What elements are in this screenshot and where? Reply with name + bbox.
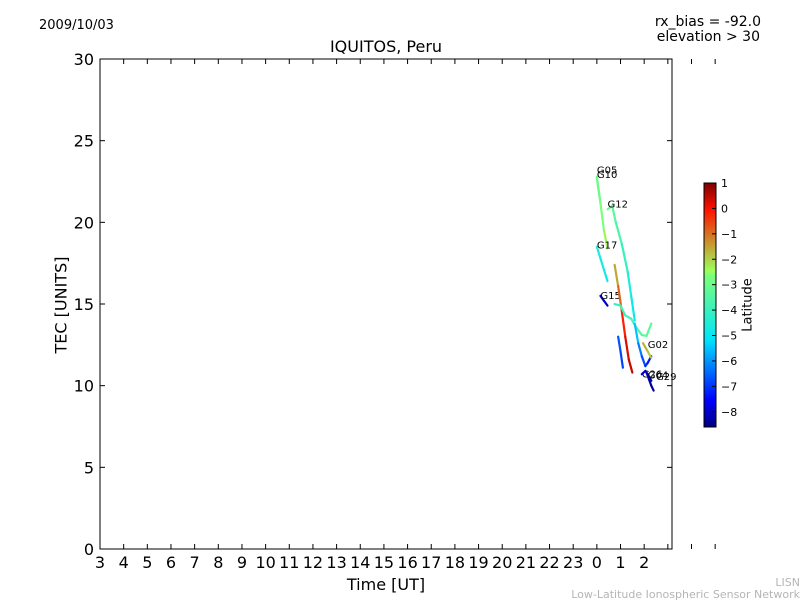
series-segment — [613, 263, 620, 288]
satellite-label: G15 — [600, 291, 620, 302]
series-G17: G17 — [595, 240, 617, 283]
series-segment — [619, 350, 624, 369]
credit-short: LISN — [775, 576, 800, 589]
series-segment — [647, 378, 653, 387]
x-tick-label: 20 — [492, 553, 512, 572]
series-segment — [646, 350, 653, 359]
series-segment — [645, 371, 651, 381]
x-axis-label: Time [UT] — [346, 575, 426, 594]
x-tick-label: 17 — [421, 553, 441, 572]
colorbar-tick-label: −8 — [721, 406, 737, 419]
colorbar-tick-label: −2 — [721, 253, 737, 266]
x-tick-label: 18 — [445, 553, 465, 572]
satellite-label: G05 — [597, 165, 617, 176]
colorbar-tick-label: −1 — [721, 228, 737, 241]
series-segment — [626, 270, 633, 297]
series-G30 — [613, 302, 653, 337]
elevation-label: elevation > 30 — [656, 29, 760, 45]
series-G09 — [617, 335, 624, 369]
x-tick-label: 7 — [190, 553, 200, 572]
x-tick-label: 23 — [563, 553, 583, 572]
colorbar — [703, 182, 717, 428]
rx-bias-label: rx_bias = -92.0 — [654, 14, 761, 30]
series-segment — [595, 245, 602, 260]
x-tick-label: 21 — [516, 553, 536, 572]
series-G26: G26 — [641, 342, 662, 381]
x-tick-label: 10 — [255, 553, 275, 572]
series-G29: G29 — [645, 371, 676, 392]
y-tick-label: 10 — [74, 377, 94, 396]
series-segment — [640, 355, 647, 368]
series-segment — [634, 325, 643, 337]
x-tick-label: 15 — [374, 553, 394, 572]
satellite-label: G29 — [656, 372, 676, 383]
series-G10: G10 — [595, 170, 617, 199]
x-tick-label: 13 — [326, 553, 346, 572]
x-tick-label: 4 — [119, 553, 129, 572]
series-segment — [620, 242, 629, 273]
y-tick-label: 15 — [74, 295, 94, 314]
x-tick-label: 5 — [142, 553, 152, 572]
y-tick-label: 0 — [84, 540, 94, 559]
satellite-label: G17 — [597, 240, 617, 251]
series-segment — [620, 309, 627, 338]
series-segment — [650, 384, 655, 392]
x-tick-label: 12 — [303, 553, 323, 572]
y-tick-label: 25 — [74, 132, 94, 151]
series-segment — [641, 342, 649, 353]
x-tick-label: 9 — [237, 553, 247, 572]
colorbar-tick-label: −6 — [721, 355, 737, 368]
x-tick-label: 11 — [279, 553, 299, 572]
satellite-label: G02 — [648, 340, 668, 351]
x-tick-label: 14 — [350, 553, 370, 572]
colorbar-tick-label: −3 — [721, 279, 737, 292]
series-segment — [637, 342, 643, 358]
series-segment — [602, 299, 609, 307]
x-tick-label: 8 — [213, 553, 223, 572]
series-segment — [645, 322, 653, 337]
x-tick-label: 1 — [615, 553, 625, 572]
date-label: 2009/10/03 — [39, 18, 114, 33]
series-segment — [595, 177, 601, 199]
series-G12: G12 — [606, 200, 636, 322]
series-G02: G02 — [633, 322, 668, 368]
colorbar-tick-label: 0 — [721, 202, 728, 215]
series-segment — [602, 268, 609, 283]
series-segment — [624, 335, 630, 361]
x-tick-label: 0 — [592, 553, 602, 572]
series-segment — [624, 314, 633, 320]
series-segment — [602, 229, 609, 250]
x-tick-label: 6 — [166, 553, 176, 572]
colorbar-tick-label: −7 — [721, 380, 737, 393]
series-segment — [614, 221, 623, 245]
plot-frame — [99, 58, 673, 550]
y-tick-label: 5 — [84, 458, 94, 477]
chart-title: IQUITOS, Peru — [329, 37, 443, 56]
y-tick-label: 30 — [74, 50, 94, 69]
series-segment — [627, 358, 634, 374]
satellite-label: G26 — [642, 370, 662, 381]
series-segment — [599, 257, 606, 271]
colorbar-tick-label: −4 — [721, 304, 737, 317]
x-tick-label: 22 — [539, 553, 559, 572]
satellite-label: G04 — [648, 370, 668, 381]
colorbar-tick-label: 1 — [721, 177, 728, 190]
series-segment — [617, 335, 622, 353]
satellite-label: G10 — [597, 170, 617, 181]
y-tick-label: 20 — [74, 213, 94, 232]
x-tick-label: 3 — [95, 553, 105, 572]
satellite-label: G12 — [608, 200, 628, 211]
x-tick-label: 16 — [397, 553, 417, 572]
series-segment — [630, 294, 636, 322]
series-segment — [619, 304, 627, 317]
x-tick-label: 19 — [468, 553, 488, 572]
series-G15: G15 — [599, 291, 621, 307]
series-segment — [611, 204, 617, 224]
series-segment — [599, 201, 606, 232]
credit-long: Low-Latitude Ionospheric Sensor Network — [571, 588, 800, 601]
x-tick-label: 2 — [639, 553, 649, 572]
series-segment — [633, 322, 640, 345]
colorbar-tick-label: −5 — [721, 330, 737, 343]
